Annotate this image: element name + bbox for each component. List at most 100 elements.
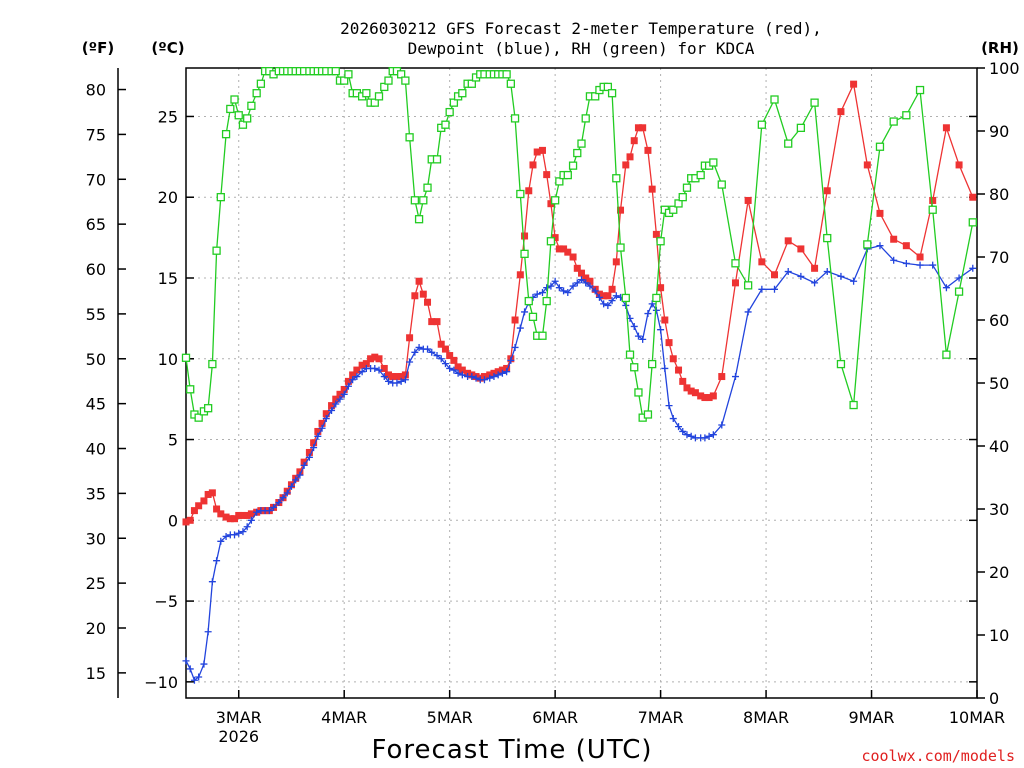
rh-point (669, 205, 678, 214)
dewpoint-point (657, 326, 665, 334)
dewpoint-point (204, 628, 212, 636)
temperature-point (942, 124, 950, 132)
dewpoint-point (797, 272, 805, 280)
dewpoint-point (758, 285, 766, 293)
dewpoint-point (604, 301, 612, 309)
dewpoint-point (586, 282, 594, 290)
rh-point (384, 76, 393, 85)
dewpoint-point (837, 272, 845, 280)
temperature-point (424, 298, 432, 306)
dewpoint-point (468, 373, 476, 381)
dewpoint-point (270, 503, 278, 511)
temperature-point (243, 511, 251, 519)
temperature-point (380, 364, 388, 372)
celsius-unit-label: (ºC) (151, 39, 184, 57)
temperature-point (195, 502, 203, 510)
temperature-point (437, 340, 445, 348)
rh-tick-label: 0 (989, 689, 999, 708)
dewpoint-point (200, 660, 208, 668)
rh-point (555, 177, 564, 186)
dewpoint-point (322, 415, 330, 423)
temperature-point (850, 80, 858, 88)
rh-point (542, 296, 551, 306)
series-dewpoint (182, 242, 977, 684)
rh-point (954, 287, 964, 296)
fahrenheit-tick-label: 20 (86, 619, 106, 638)
x-axis-label: Forecast Time (UTC) (371, 735, 652, 765)
dewpoint-point (683, 431, 691, 439)
temperature-point (328, 402, 336, 410)
dewpoint-point (573, 279, 581, 287)
dewpoint-point (705, 432, 713, 440)
temperature-point (318, 419, 326, 427)
x-tick-label: 9MAR (849, 708, 895, 727)
dewpoint-point (533, 290, 541, 298)
rh-point (208, 359, 217, 369)
dewpoint-point (661, 364, 669, 372)
celsius-tick-label: −10 (144, 673, 178, 692)
dewpoint-point (916, 261, 924, 269)
rh-point (823, 233, 832, 243)
dewpoint-point (731, 373, 739, 381)
temperature-point (397, 373, 405, 381)
fahrenheit-tick-label: 40 (86, 440, 106, 459)
dewpoint-point (569, 282, 577, 290)
dewpoint-point (969, 264, 977, 272)
fahrenheit-unit-label: (ºF) (82, 39, 114, 57)
rh-point (186, 385, 195, 394)
rh-point (331, 67, 340, 76)
temperature-point (744, 196, 752, 204)
rh-point (630, 363, 639, 372)
temperature-point (213, 505, 221, 513)
dewpoint-point (292, 476, 300, 484)
rh-point (370, 98, 379, 107)
dewpoint-point (823, 268, 831, 276)
dewpoint-point (486, 374, 494, 382)
temperature-point (823, 187, 831, 195)
rh-point (810, 98, 819, 107)
dewpoint-point (521, 308, 529, 316)
temperature-point (441, 345, 449, 353)
rh-point (652, 293, 661, 303)
dewpoint-point (630, 322, 638, 330)
temperature-point (340, 385, 348, 393)
rh-point (410, 196, 420, 205)
rh-point (591, 92, 600, 101)
rh-point (194, 413, 203, 422)
dewpoint-point (687, 432, 695, 440)
temperature-point (247, 510, 255, 518)
fahrenheit-tick-label: 55 (86, 305, 106, 324)
dewpoint-point (784, 268, 792, 276)
rh-point (603, 82, 613, 92)
temperature-point (604, 292, 612, 300)
rh-point (226, 104, 235, 114)
temperature-point (630, 137, 638, 145)
rh-point (902, 111, 911, 120)
temperature-point (208, 489, 216, 497)
rh-point (656, 237, 665, 246)
temperature-point (384, 371, 392, 379)
x-tick-label: 7MAR (638, 708, 684, 727)
temperature-point (235, 511, 243, 519)
rh-point (230, 95, 239, 104)
temperature-point (314, 427, 322, 435)
rh-point (374, 92, 384, 101)
fahrenheit-tick-label: 50 (86, 350, 106, 369)
rh-point (520, 249, 529, 259)
rh-point (757, 120, 766, 129)
dewpoint-point (771, 285, 779, 293)
celsius-tick-label: −5 (154, 592, 178, 611)
rh-point (643, 410, 653, 419)
dewpoint-point (213, 557, 221, 565)
rh-point (340, 76, 349, 85)
dewpoint-point (551, 277, 559, 285)
temperature-point (222, 513, 230, 521)
dewpoint-point (296, 471, 304, 479)
temperature-point (358, 361, 366, 369)
dewpoint-point (890, 256, 898, 264)
temperature-point (705, 394, 713, 402)
rh-point (889, 117, 898, 126)
series-layer (181, 67, 977, 684)
celsius-tick-label: 10 (158, 350, 178, 369)
